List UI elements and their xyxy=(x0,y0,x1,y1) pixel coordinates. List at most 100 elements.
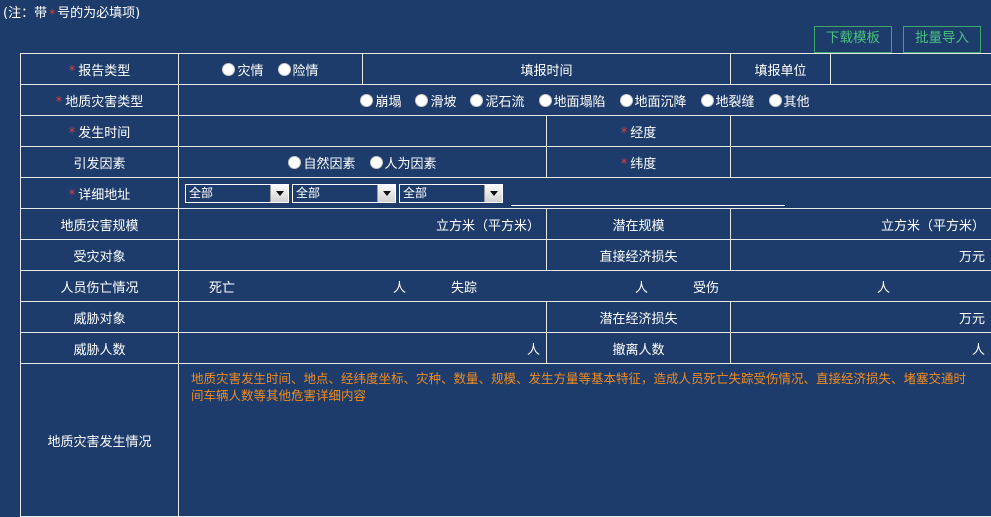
cell-affected-object-value[interactable] xyxy=(179,240,547,271)
radio-report-type-0[interactable]: 灾情 xyxy=(222,60,263,79)
casualty-item-death: 死亡 人 xyxy=(209,277,451,296)
longitude-input[interactable] xyxy=(737,120,989,142)
radio-disaster-type-0[interactable]: 崩塌 xyxy=(360,91,401,110)
note-prefix: (注：带 xyxy=(3,6,47,21)
radio-disaster-type-5[interactable]: 地裂缝 xyxy=(701,91,755,110)
download-template-button[interactable]: 下载模板 xyxy=(814,26,892,53)
radio-disaster-type-6[interactable]: 其他 xyxy=(769,91,810,110)
label-occurrence-detail: 地质灾害发生情况 xyxy=(21,364,179,517)
threat-people-input[interactable] xyxy=(185,337,521,359)
required-star-icon: * xyxy=(69,126,79,141)
radio-label: 其他 xyxy=(784,91,810,110)
district-select[interactable]: 全部 xyxy=(399,184,503,203)
casualty-missing-input[interactable] xyxy=(545,278,635,295)
table-row-disaster-type: *地质灾害类型 崩塌 滑坡 泥石流 地面塌陷 地面沉降 地裂缝 其他 xyxy=(21,85,991,116)
radio-label: 险情 xyxy=(293,60,319,79)
cell-latitude-value[interactable] xyxy=(731,147,991,178)
cell-trigger-factor-options: 自然因素 人为因素 xyxy=(179,147,547,178)
threat-object-input[interactable] xyxy=(185,306,544,328)
cell-disaster-scale-value[interactable]: 立方米（平方米） xyxy=(179,209,547,240)
radio-trigger-factor-1[interactable]: 人为因素 xyxy=(370,153,437,172)
table-row-report-type: *报告类型 灾情 险情 填报时间 填报单位 xyxy=(21,54,991,85)
city-select[interactable]: 全部 xyxy=(292,184,396,203)
potential-scale-input[interactable] xyxy=(737,213,875,235)
disaster-scale-unit: 立方米（平方米） xyxy=(436,215,540,234)
radio-label: 崩塌 xyxy=(375,91,401,110)
radio-label: 灾情 xyxy=(237,60,263,79)
evacuated-people-input[interactable] xyxy=(737,337,966,359)
casualty-injured-input[interactable] xyxy=(787,278,877,295)
casualty-item-missing: 失踪 人 xyxy=(451,277,693,296)
casualty-label: 受伤 xyxy=(693,277,787,296)
address-select-group: 全部 全部 全部 xyxy=(185,180,985,206)
radio-dot-icon[interactable] xyxy=(415,94,428,107)
radio-report-type-1[interactable]: 险情 xyxy=(278,60,319,79)
required-star-icon: * xyxy=(69,188,79,203)
threat-people-unit: 人 xyxy=(527,339,540,358)
cell-direct-loss-value[interactable]: 万元 xyxy=(731,240,991,271)
radio-dot-icon[interactable] xyxy=(370,156,383,169)
disaster-scale-input[interactable] xyxy=(185,213,430,235)
occurrence-detail-textarea[interactable] xyxy=(185,364,985,512)
casualty-unit: 人 xyxy=(877,277,935,296)
radio-disaster-type-2[interactable]: 泥石流 xyxy=(470,91,524,110)
radio-trigger-factor-0[interactable]: 自然因素 xyxy=(288,153,355,172)
table-row-detail-address: *详细地址 全部 全部 全部 xyxy=(21,178,991,209)
radio-label: 滑坡 xyxy=(430,91,456,110)
label-casualty: 人员伤亡情况 xyxy=(21,271,179,302)
cell-potential-loss-value[interactable]: 万元 xyxy=(731,302,991,333)
label-occur-time: *发生时间 xyxy=(21,116,179,147)
cell-potential-scale-value[interactable]: 立方米（平方米） xyxy=(731,209,991,240)
radio-label: 自然因素 xyxy=(303,153,355,172)
occur-time-input[interactable] xyxy=(185,120,544,142)
province-select-wrap[interactable]: 全部 xyxy=(185,184,289,203)
cell-occur-time-value[interactable] xyxy=(179,116,547,147)
cell-fill-unit-value[interactable] xyxy=(831,54,991,85)
radio-dot-icon[interactable] xyxy=(360,94,373,107)
batch-import-button[interactable]: 批量导入 xyxy=(903,26,981,53)
province-select[interactable]: 全部 xyxy=(185,184,289,203)
radio-dot-icon[interactable] xyxy=(769,94,782,107)
label-detail-address: *详细地址 xyxy=(21,178,179,209)
radio-dot-icon[interactable] xyxy=(470,94,483,107)
cell-detail-address: 全部 全部 全部 xyxy=(179,178,991,209)
potential-loss-input[interactable] xyxy=(737,306,953,328)
required-note: (注：带*号的为必填项) xyxy=(3,2,140,21)
cell-evacuated-people-value[interactable]: 人 xyxy=(731,333,991,364)
district-select-wrap[interactable]: 全部 xyxy=(399,184,503,203)
radio-label: 泥石流 xyxy=(485,91,524,110)
cell-longitude-value[interactable] xyxy=(731,116,991,147)
label-disaster-scale: 地质灾害规模 xyxy=(21,209,179,240)
radio-dot-icon[interactable] xyxy=(222,63,235,76)
label-text: 详细地址 xyxy=(78,188,130,203)
radio-disaster-type-1[interactable]: 滑坡 xyxy=(415,91,456,110)
table-row-threat-people: 威胁人数 人 撤离人数 人 xyxy=(21,333,991,364)
radio-label: 地裂缝 xyxy=(716,91,755,110)
required-star-icon: * xyxy=(47,7,57,21)
cell-threat-people-value[interactable]: 人 xyxy=(179,333,547,364)
cell-disaster-type-options: 崩塌 滑坡 泥石流 地面塌陷 地面沉降 地裂缝 其他 xyxy=(179,85,991,116)
radio-dot-icon[interactable] xyxy=(701,94,714,107)
label-fill-unit: 填报单位 xyxy=(731,54,831,85)
fill-unit-input[interactable] xyxy=(837,58,989,80)
cell-threat-object-value[interactable] xyxy=(179,302,547,333)
radio-dot-icon[interactable] xyxy=(539,94,552,107)
cell-occurrence-detail[interactable] xyxy=(179,364,991,517)
radio-disaster-type-4[interactable]: 地面沉降 xyxy=(620,91,687,110)
radio-dot-icon[interactable] xyxy=(620,94,633,107)
radio-disaster-type-3[interactable]: 地面塌陷 xyxy=(539,91,606,110)
radio-dot-icon[interactable] xyxy=(288,156,301,169)
detail-address-input[interactable] xyxy=(511,186,785,206)
table-row-casualty: 人员伤亡情况 死亡 人 失踪 人 受伤 人 xyxy=(21,271,991,302)
city-select-wrap[interactable]: 全部 xyxy=(292,184,396,203)
latitude-input[interactable] xyxy=(737,151,989,173)
label-text: 地质灾害类型 xyxy=(65,95,143,110)
direct-loss-input[interactable] xyxy=(737,244,953,266)
affected-object-input[interactable] xyxy=(185,244,544,266)
radio-group-report-type: 灾情 险情 xyxy=(185,60,356,79)
radio-dot-icon[interactable] xyxy=(278,63,291,76)
label-direct-loss: 直接经济损失 xyxy=(547,240,731,271)
label-affected-object: 受灾对象 xyxy=(21,240,179,271)
table-row-occur-time: *发生时间 *经度 xyxy=(21,116,991,147)
casualty-death-input[interactable] xyxy=(303,278,393,295)
